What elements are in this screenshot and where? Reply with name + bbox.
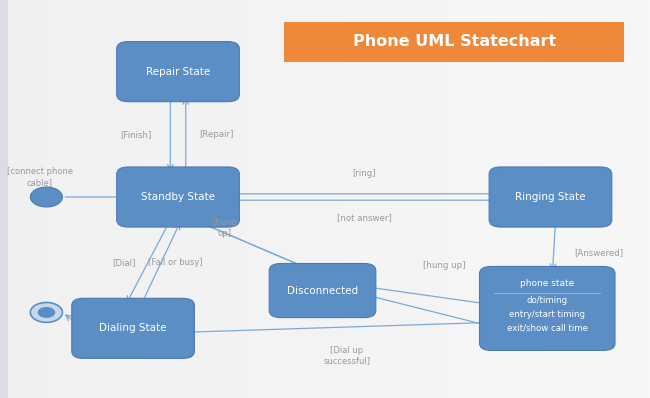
Text: Dialing State: Dialing State bbox=[99, 323, 167, 334]
Text: [Dial up
successful]: [Dial up successful] bbox=[323, 346, 370, 365]
FancyBboxPatch shape bbox=[284, 22, 624, 62]
Text: [connect phone
cable]: [connect phone cable] bbox=[7, 168, 73, 187]
Circle shape bbox=[38, 307, 55, 318]
FancyBboxPatch shape bbox=[489, 167, 612, 227]
Text: [Answered]: [Answered] bbox=[574, 248, 623, 257]
FancyBboxPatch shape bbox=[117, 167, 239, 227]
Text: Standby State: Standby State bbox=[141, 192, 215, 202]
Text: Phone UML Statechart: Phone UML Statechart bbox=[352, 34, 556, 49]
FancyBboxPatch shape bbox=[480, 267, 615, 350]
Circle shape bbox=[31, 302, 62, 322]
FancyBboxPatch shape bbox=[72, 298, 194, 358]
Text: phone state: phone state bbox=[520, 279, 575, 288]
FancyBboxPatch shape bbox=[269, 263, 376, 318]
Text: [ring]: [ring] bbox=[352, 170, 376, 178]
Text: [hung up]: [hung up] bbox=[423, 261, 466, 270]
Text: [Fail or busy]: [Fail or busy] bbox=[148, 258, 202, 267]
Circle shape bbox=[31, 187, 62, 207]
Text: [hung
up]: [hung up] bbox=[212, 218, 237, 238]
Text: Repair State: Repair State bbox=[146, 66, 210, 77]
Text: [not answer]: [not answer] bbox=[337, 213, 392, 222]
Text: do/timing
entry/start timing
exit/show call time: do/timing entry/start timing exit/show c… bbox=[507, 296, 588, 333]
Text: [Repair]: [Repair] bbox=[200, 130, 234, 139]
Text: Ringing State: Ringing State bbox=[515, 192, 586, 202]
Text: Disconnected: Disconnected bbox=[287, 285, 358, 296]
Text: [Finish]: [Finish] bbox=[121, 130, 152, 139]
FancyBboxPatch shape bbox=[117, 42, 239, 102]
Text: [Dial]: [Dial] bbox=[112, 258, 135, 267]
